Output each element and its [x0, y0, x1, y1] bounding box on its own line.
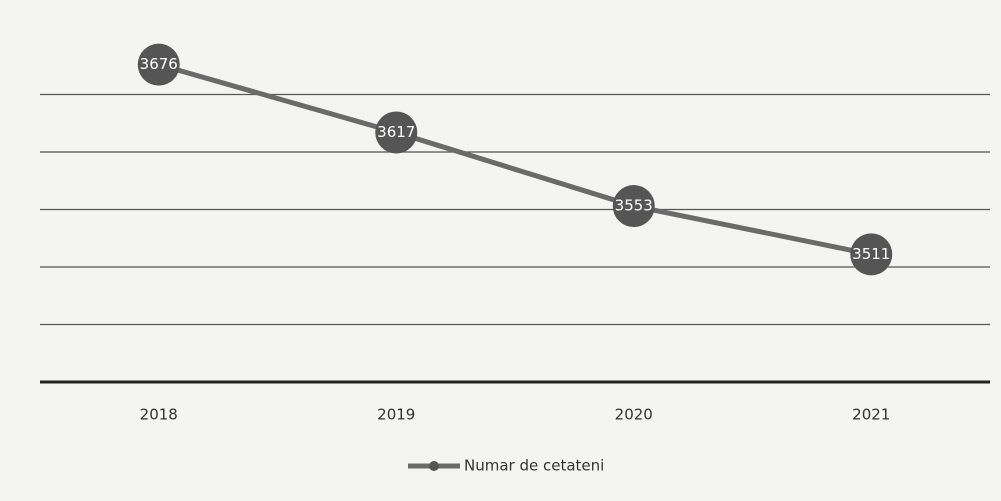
data-label: 3617 [377, 123, 415, 141]
marker [375, 111, 418, 154]
line [158, 62, 872, 257]
x-tick-label: 2020 [615, 406, 653, 424]
legend-marker [429, 461, 439, 471]
data-label: 3553 [615, 197, 653, 215]
x-tick-label: 2021 [852, 406, 890, 424]
legend-label: Numar de cetateni [464, 457, 604, 475]
x-tick-label: 2018 [140, 406, 178, 424]
data-label: 3676 [140, 55, 178, 73]
marker [137, 43, 180, 86]
x-tick-label: 2019 [377, 406, 415, 424]
data-label: 3511 [852, 245, 890, 263]
marker [612, 185, 655, 228]
marker [850, 233, 893, 276]
